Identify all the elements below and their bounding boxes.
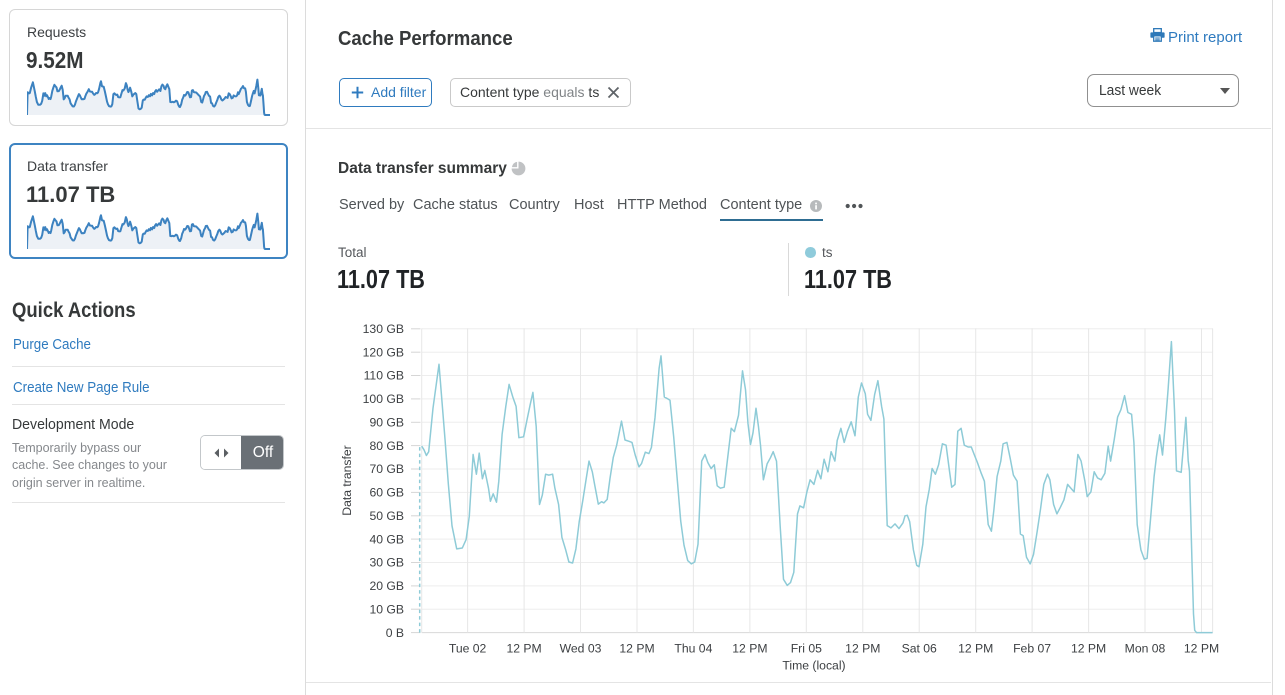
svg-text:70 GB: 70 GB (369, 462, 404, 476)
svg-text:Data transfer: Data transfer (340, 445, 354, 515)
svg-text:Tue 02: Tue 02 (449, 642, 487, 656)
svg-text:110 GB: 110 GB (364, 369, 404, 383)
svg-text:12 PM: 12 PM (1071, 642, 1106, 656)
svg-text:Mon 08: Mon 08 (1125, 642, 1166, 656)
svg-text:40 GB: 40 GB (369, 532, 404, 546)
svg-text:Fri 05: Fri 05 (791, 642, 822, 656)
svg-text:Sat 06: Sat 06 (902, 642, 937, 656)
svg-text:130 GB: 130 GB (363, 322, 404, 336)
svg-text:90 GB: 90 GB (369, 416, 404, 430)
svg-text:0 B: 0 B (386, 626, 404, 640)
svg-text:100 GB: 100 GB (363, 392, 404, 406)
svg-text:12 PM: 12 PM (732, 642, 767, 656)
svg-text:Feb 07: Feb 07 (1013, 642, 1051, 656)
svg-text:12 PM: 12 PM (845, 642, 880, 656)
svg-text:Thu 04: Thu 04 (674, 642, 712, 656)
svg-text:60 GB: 60 GB (369, 486, 404, 500)
svg-text:12 PM: 12 PM (619, 642, 654, 656)
svg-text:120 GB: 120 GB (363, 345, 404, 359)
svg-text:30 GB: 30 GB (369, 556, 404, 570)
svg-text:12 PM: 12 PM (1184, 642, 1219, 656)
svg-text:Time (local): Time (local) (782, 659, 845, 673)
svg-text:12 PM: 12 PM (958, 642, 993, 656)
svg-text:50 GB: 50 GB (369, 509, 404, 523)
svg-text:80 GB: 80 GB (369, 439, 404, 453)
svg-text:20 GB: 20 GB (369, 579, 404, 593)
svg-text:12 PM: 12 PM (506, 642, 541, 656)
svg-text:10 GB: 10 GB (369, 602, 404, 616)
svg-text:Wed 03: Wed 03 (560, 642, 602, 656)
